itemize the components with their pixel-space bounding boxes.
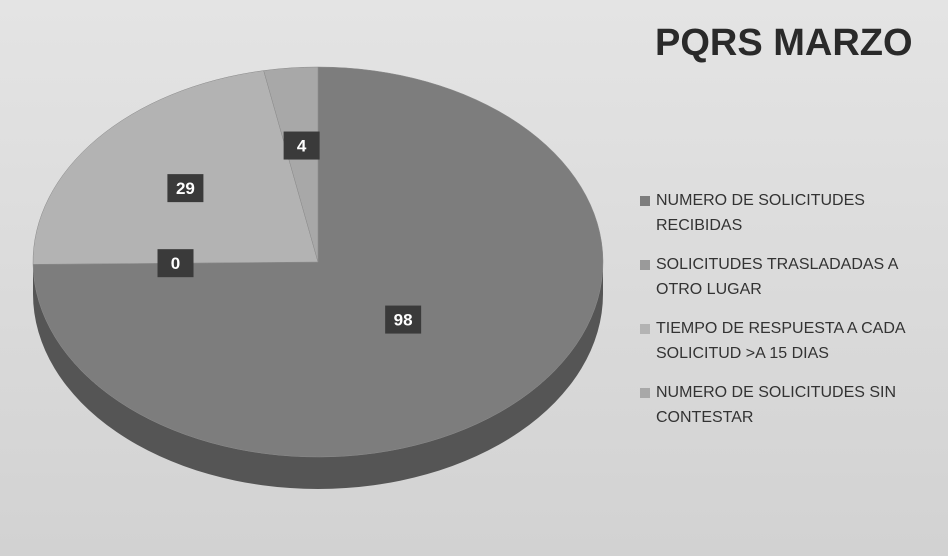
- legend: NUMERO DE SOLICITUDES RECIBIDAS SOLICITUD…: [640, 188, 930, 444]
- legend-item: TIEMPO DE RESPUESTA A CADA SOLICITUD >A …: [640, 316, 930, 366]
- data-label-box: [157, 249, 194, 278]
- legend-swatch: [640, 388, 650, 398]
- pie-slice: [32, 70, 319, 265]
- legend-item: NUMERO DE SOLICITUDES SIN CONTESTAR: [640, 380, 930, 430]
- pie-side: [33, 262, 603, 489]
- data-label: 0: [171, 254, 180, 273]
- pie-slice: [263, 66, 319, 263]
- legend-swatch: [640, 324, 650, 334]
- legend-label: SOLICITUDES TRASLADADAS A OTRO LUGAR: [656, 256, 898, 298]
- data-label: 29: [176, 179, 195, 198]
- data-label-box: [385, 305, 422, 334]
- chart-title: PQRS MARZO: [655, 22, 913, 64]
- data-label: 4: [297, 137, 307, 156]
- legend-swatch: [640, 196, 650, 206]
- legend-label: NUMERO DE SOLICITUDES RECIBIDAS: [656, 192, 865, 234]
- data-label-box: [283, 131, 320, 160]
- legend-swatch: [640, 260, 650, 270]
- legend-item: SOLICITUDES TRASLADADAS A OTRO LUGAR: [640, 252, 930, 302]
- legend-label: TIEMPO DE RESPUESTA A CADA SOLICITUD >A …: [656, 320, 905, 362]
- legend-label: NUMERO DE SOLICITUDES SIN CONTESTAR: [656, 384, 897, 426]
- legend-item: NUMERO DE SOLICITUDES RECIBIDAS: [640, 188, 930, 238]
- data-label-box: [167, 174, 204, 203]
- data-label: 98: [394, 311, 413, 330]
